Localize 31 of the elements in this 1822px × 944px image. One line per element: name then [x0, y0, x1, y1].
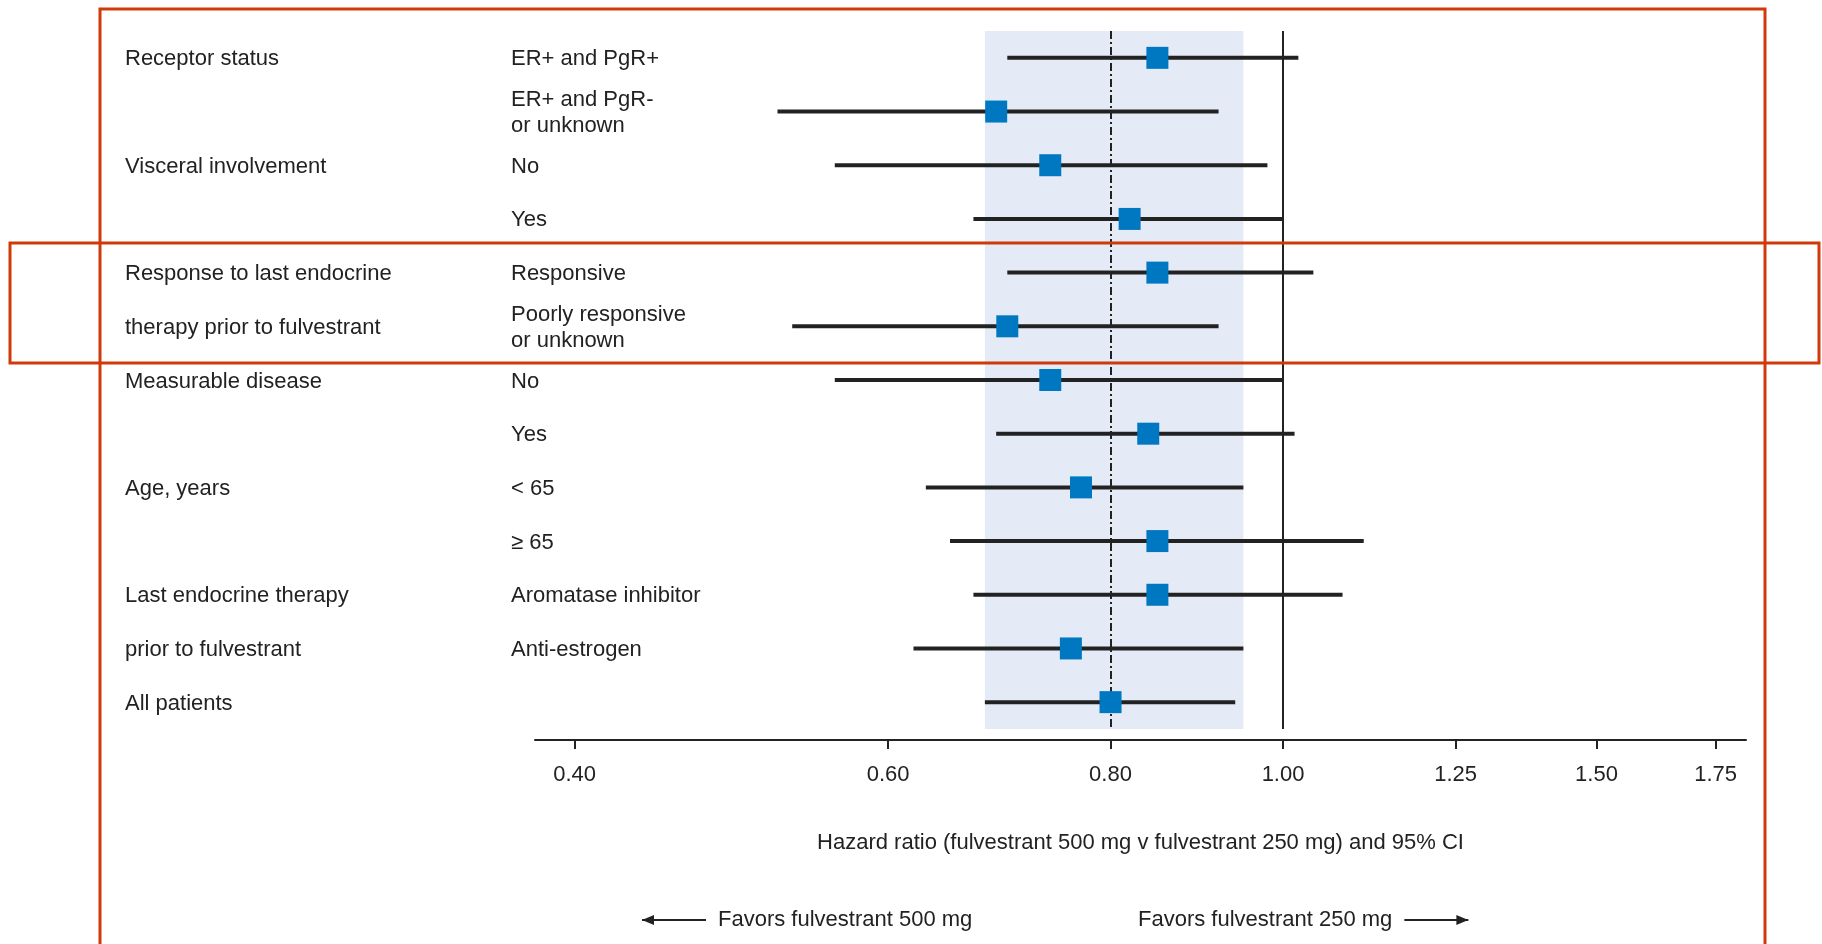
y-tick-label: ≥ 65 — [511, 528, 554, 554]
y2-tick-label: Last endocrine therapy — [125, 582, 349, 608]
y2-tick-label: Receptor status — [125, 45, 280, 71]
y2-tick-label: Age, years — [125, 474, 231, 500]
y-tick-label: Yes — [511, 421, 547, 447]
y-tick-label: Yes — [511, 206, 547, 232]
x-tick-label: 0.80 — [1089, 760, 1132, 786]
y-tick-label: ER+ and PgR+ — [511, 45, 659, 71]
y2-tick-label: Measurable disease — [125, 367, 322, 393]
y2-tick-label: Visceral involvement — [125, 152, 327, 178]
y-tick-label: No — [511, 367, 540, 393]
text: Favors fulvestrant 250 mg — [1138, 906, 1393, 932]
x-tick-label: 1.50 — [1575, 760, 1618, 786]
x-tick-label: 1.00 — [1261, 760, 1305, 786]
y-tick-label: < 65 — [511, 474, 555, 500]
x-axis-title: Hazard ratio (fulvestrant 500 mg v fulvestrant 250 mg) and 95% CI — [817, 828, 1464, 854]
y-tick-label: ER+ and PgR- or unknown — [511, 86, 654, 138]
x-tick-label: 1.75 — [1694, 760, 1738, 786]
y2-tick-label: Response to last endocrine — [125, 260, 392, 286]
y2-tick-label: therapy prior to fulvestrant — [125, 313, 381, 339]
text: Favors fulvestrant 500 mg — [718, 906, 973, 932]
y2-tick-label: prior to fulvestrant — [125, 635, 302, 661]
y-tick-label: Responsive — [511, 260, 626, 286]
y-tick-label: No — [511, 152, 540, 178]
x-tick-label: 0.60 — [866, 760, 910, 786]
y2-tick-label: All patients — [125, 689, 233, 715]
y-tick-label: Anti-estrogen — [511, 635, 642, 661]
x-tick-label: 1.25 — [1434, 760, 1477, 786]
x-tick-label: 0.40 — [553, 760, 597, 786]
y-tick-label: Poorly responsive or unknown — [511, 300, 686, 352]
y-tick-label: Aromatase inhibitor — [511, 582, 701, 608]
